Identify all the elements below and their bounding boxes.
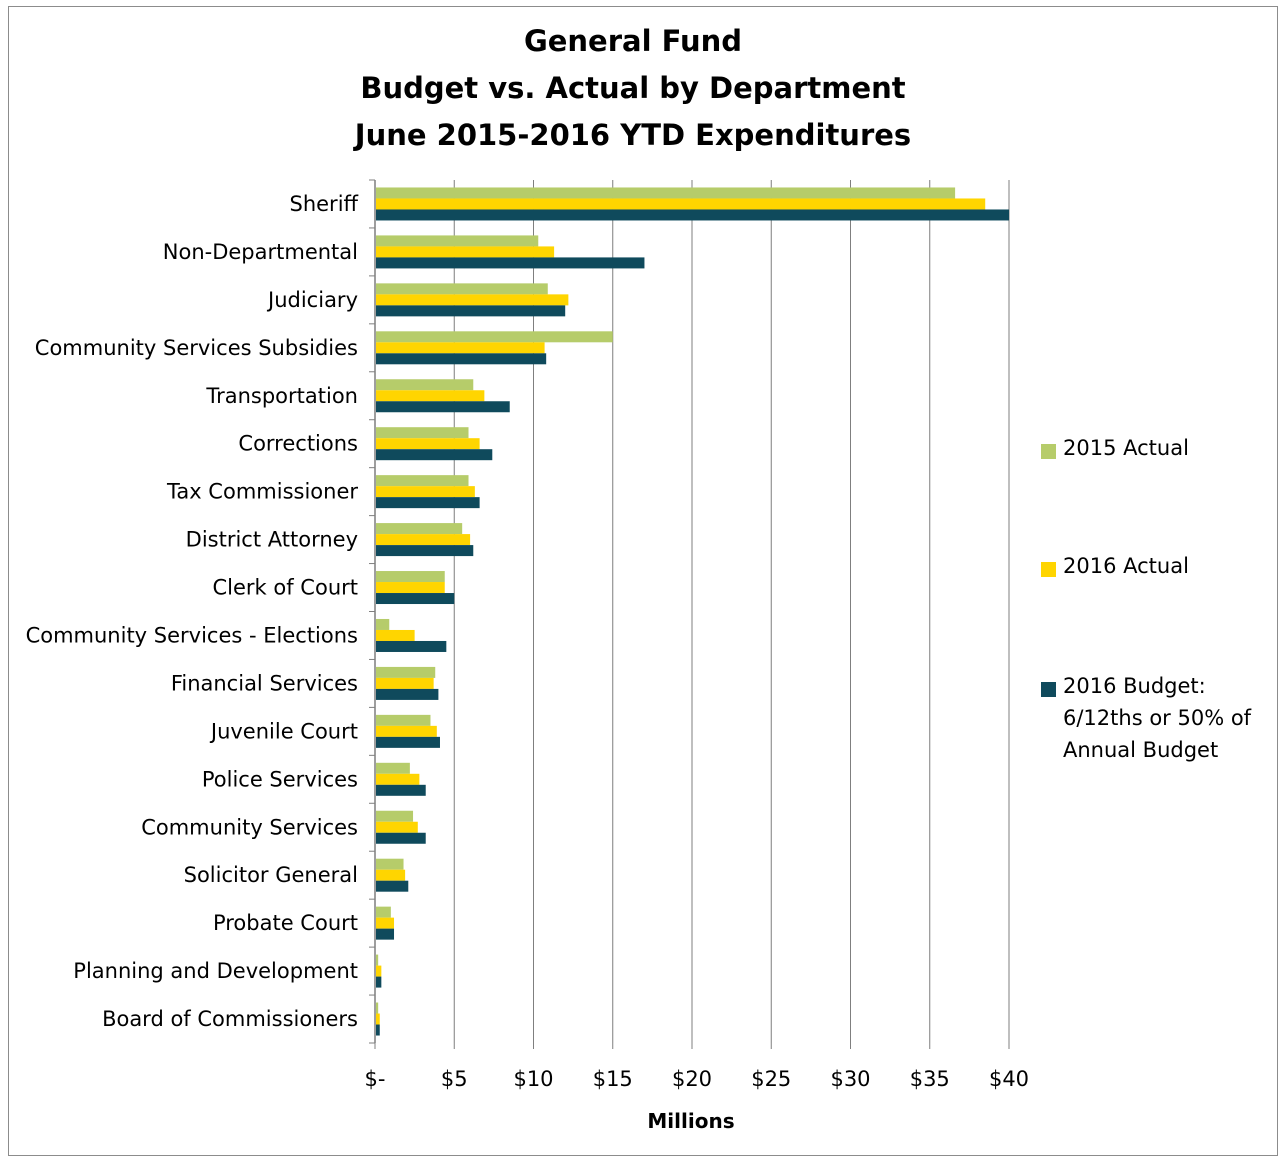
bar-2015-actual	[376, 858, 404, 870]
bar-2016-budget	[376, 209, 1009, 221]
bar-2016-budget	[376, 688, 439, 700]
x-tick-label: $15	[593, 1067, 633, 1091]
bar-2015-actual	[376, 283, 548, 295]
x-tick-label: $40	[989, 1067, 1029, 1091]
category-label: Community Services Subsidies	[35, 336, 358, 360]
bar-2016-budget	[376, 976, 382, 988]
legend-swatch-2016-budget	[1041, 682, 1056, 697]
x-tick-label: $5	[441, 1067, 468, 1091]
x-axis-title: Millions	[647, 1109, 734, 1133]
bar-2015-actual	[376, 475, 469, 487]
x-tick-labels: $- $5 $10 $15 $20 $25 $30 $35 $40	[365, 1067, 1030, 1091]
category-label: Probate Court	[213, 911, 358, 935]
bar-2016-budget	[376, 353, 547, 365]
category-label: Sheriff	[290, 192, 359, 216]
bar-2016-budget	[376, 257, 645, 269]
bar-2015-actual	[376, 906, 391, 918]
bar-2015-actual	[376, 331, 613, 343]
category-label: Planning and Development	[73, 959, 358, 983]
legend-swatch-2015-actual	[1041, 444, 1056, 459]
chart-title-line-2: Budget vs. Actual by Department	[360, 71, 906, 105]
bar-2015-actual	[376, 810, 414, 822]
category-label: Tax Commissioner	[166, 480, 358, 504]
bar-2016-actual	[376, 342, 545, 354]
bar-2015-actual	[376, 666, 436, 678]
bar-2016-budget	[376, 832, 426, 844]
category-label: District Attorney	[186, 528, 358, 552]
bar-2016-actual	[376, 294, 569, 306]
bar-2015-actual	[376, 235, 539, 247]
bar-2016-actual	[376, 821, 418, 833]
bar-2016-budget	[376, 593, 455, 605]
bar-2016-budget	[376, 497, 480, 509]
bar-2016-actual	[376, 725, 437, 737]
category-label: Non-Departmental	[163, 240, 358, 264]
category-label: Solicitor General	[184, 863, 358, 887]
bar-2016-actual	[376, 438, 480, 450]
x-tick-label: $-	[365, 1067, 386, 1091]
category-label: Community Services	[141, 815, 358, 839]
legend-swatch-2016-actual	[1041, 562, 1056, 577]
bar-2016-actual	[376, 582, 445, 594]
bar-2016-budget	[376, 640, 447, 652]
bar-2015-actual	[376, 187, 956, 199]
legend-label: 2015 Actual	[1063, 436, 1189, 460]
bar-2015-actual	[376, 714, 431, 726]
bar-2016-budget	[376, 1024, 380, 1036]
bar-2016-budget	[376, 305, 566, 317]
x-tick-label: $25	[751, 1067, 791, 1091]
bar-2015-actual	[376, 571, 445, 583]
bar-2015-actual	[376, 762, 410, 774]
bar-2016-budget	[376, 928, 395, 940]
chart-title: General Fund Budget vs. Actual by Depart…	[8, 18, 1258, 159]
category-label: Board of Commissioners	[102, 1007, 358, 1031]
bar-2016-actual	[376, 629, 415, 641]
chart-title-line-1: General Fund	[523, 24, 743, 58]
bar-2016-budget	[376, 784, 426, 796]
legend-label: 2016 Budget: 6/12ths or 50% of Annual Bu…	[1063, 674, 1252, 762]
bar-2016-actual	[376, 198, 986, 210]
x-tick-label: $20	[672, 1067, 712, 1091]
category-label: Juvenile Court	[209, 719, 358, 743]
category-label: Financial Services	[171, 671, 358, 695]
category-label: Judiciary	[266, 288, 358, 312]
x-tick-label: $35	[910, 1067, 950, 1091]
bar-2016-actual	[376, 965, 382, 977]
bar-2016-actual	[376, 486, 475, 498]
bar-2016-actual	[376, 246, 555, 258]
gridlines	[369, 179, 1010, 1049]
category-label: Clerk of Court	[213, 576, 359, 600]
legend-label: 2016 Actual	[1063, 554, 1189, 578]
bar-2016-actual	[376, 390, 485, 402]
bar-2016-actual	[376, 534, 471, 546]
category-label: Corrections	[238, 432, 358, 456]
bars	[376, 187, 1009, 1036]
bar-2015-actual	[376, 427, 469, 439]
category-label: Transportation	[205, 384, 358, 408]
bar-2016-actual	[376, 917, 395, 929]
x-tick-label: $10	[513, 1067, 553, 1091]
chart-title-line-3: June 2015-2016 YTD Expenditures	[354, 118, 912, 152]
bar-2015-actual	[376, 379, 474, 391]
category-labels: Sheriff Non-Departmental Judiciary Communit…	[26, 192, 359, 1031]
category-label: Community Services - Elections	[26, 623, 358, 647]
bar-2016-actual	[376, 677, 434, 689]
bar-2016-budget	[376, 880, 409, 892]
bar-2016-actual	[376, 1013, 380, 1025]
bar-2016-budget	[376, 736, 440, 748]
category-label: Police Services	[202, 767, 358, 791]
bar-2015-actual	[376, 523, 463, 535]
bar-2016-budget	[376, 401, 510, 413]
bar-2016-actual	[376, 869, 406, 881]
bar-2016-actual	[376, 773, 420, 785]
x-tick-label: $30	[830, 1067, 870, 1091]
bar-2015-actual	[376, 1002, 379, 1014]
bar-2016-budget	[376, 545, 474, 557]
bar-2016-budget	[376, 449, 493, 461]
bar-2015-actual	[376, 618, 390, 630]
bar-2015-actual	[376, 954, 379, 966]
